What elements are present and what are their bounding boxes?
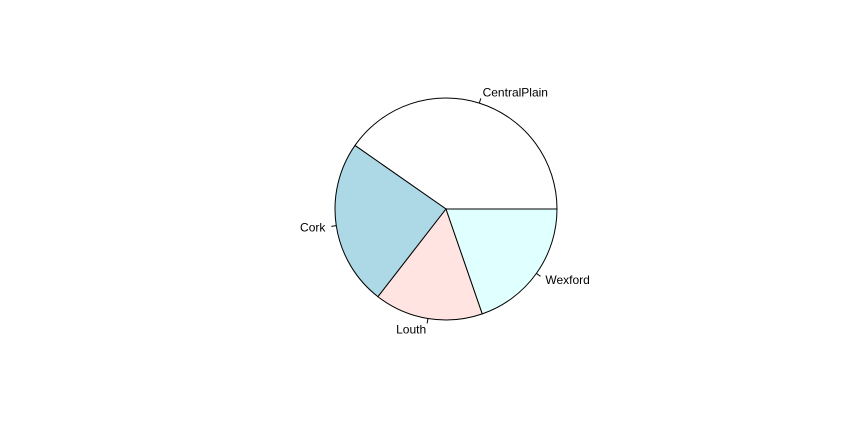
pie-labels: CentralPlain Cork Louth Wexford [300, 86, 590, 337]
pie-tick-louth [426, 318, 429, 324]
pie-slices [334, 97, 558, 321]
pie-label-centralplain: CentralPlain [483, 86, 548, 100]
pie-slice-centralplain [354, 97, 558, 210]
pie-label-cork: Cork [300, 220, 326, 234]
pie-slice-louth [377, 207, 483, 321]
pie-tick-cork [331, 225, 337, 227]
pie-label-wexford: Wexford [545, 273, 589, 287]
pie-label-louth: Louth [396, 322, 426, 336]
pie-slice-cork [334, 144, 447, 298]
pie-tick-centralplain [478, 98, 482, 104]
pie-label-ticks [331, 98, 541, 324]
pie-tick-wexford [536, 272, 541, 277]
